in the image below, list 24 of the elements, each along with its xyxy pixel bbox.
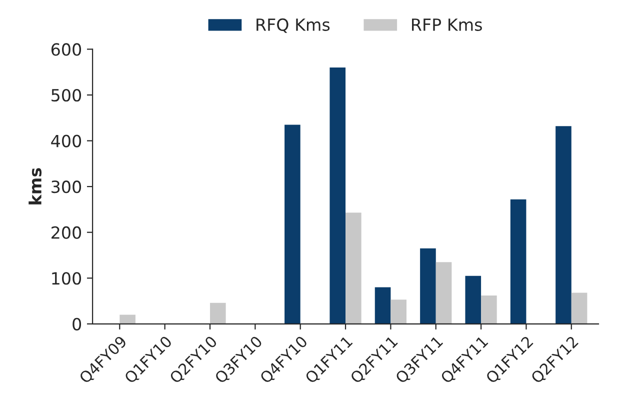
bar <box>465 276 482 324</box>
bar <box>210 302 226 324</box>
bar <box>120 314 136 324</box>
bar <box>330 68 346 324</box>
bar <box>284 124 300 324</box>
bar <box>420 248 436 324</box>
y-tick-label: 600 <box>51 43 82 56</box>
y-tick-label: 300 <box>52 180 82 194</box>
bar <box>374 287 391 324</box>
bar <box>571 292 588 324</box>
y-tick-label: 400 <box>51 134 82 148</box>
legend-label: RFP Kms <box>412 18 482 31</box>
bar <box>436 262 452 324</box>
y-tick-label: 200 <box>52 226 82 239</box>
y-tick-label: 100 <box>52 272 82 285</box>
y-tick-label: 0 <box>72 318 82 330</box>
bar <box>481 296 497 324</box>
legend-label: RFQ Kms <box>256 18 330 33</box>
bar <box>556 126 572 324</box>
y-tick-label: 500 <box>52 88 82 102</box>
bar <box>390 300 407 324</box>
bar <box>510 199 526 324</box>
bar <box>346 212 362 324</box>
y-axis-title: kms <box>28 168 42 204</box>
